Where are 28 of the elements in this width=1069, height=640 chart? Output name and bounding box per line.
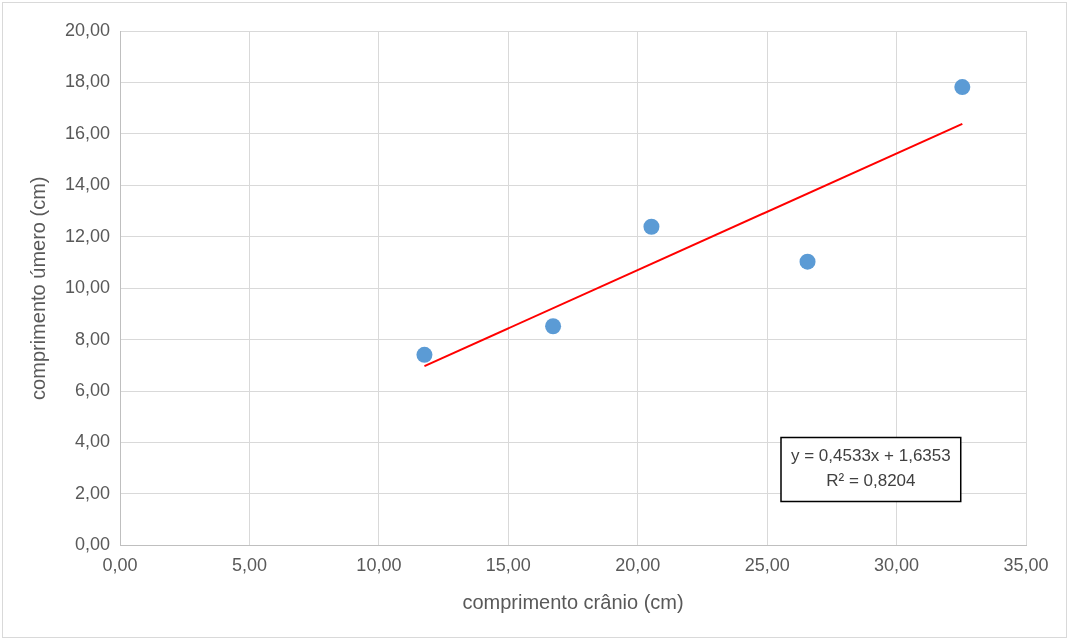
point [643,218,660,235]
y-tick-label: 18,00 [65,71,111,92]
annotation: R² = 0,8204 [826,471,916,491]
y-tick-label: 8,00 [75,328,111,349]
point [416,346,433,363]
point [799,253,816,270]
x-tick-label: 10,00 [356,555,402,576]
x-tick-label: 25,00 [744,555,790,576]
y-tick-label: 20,00 [65,19,111,40]
x-tick-label: 35,00 [1003,555,1049,576]
y-tick-label: 10,00 [65,277,111,298]
y-tick-label: 6,00 [75,380,111,401]
x-tick-label: 20,00 [615,555,661,576]
x-tick-label: 5,00 [231,555,267,576]
y-tick-label: 12,00 [65,225,111,246]
x-tick-label: 15,00 [485,555,531,576]
point [545,318,562,335]
y-tick-label: 16,00 [65,122,111,143]
y-tick-label: 0,00 [75,534,111,555]
x-tick-label: 0,00 [102,555,138,576]
x-tick-label: 30,00 [874,555,920,576]
y-tick-label: 2,00 [75,482,111,503]
y-tick-label: 4,00 [75,431,111,452]
x-axis-title: comprimento crânio (cm) [462,590,684,613]
y-axis-title: comprimento úmero (cm) [26,176,49,400]
point [954,79,971,96]
y-tick-label: 14,00 [65,174,111,195]
annotation: y = 0,4533x + 1,6353 [791,446,951,466]
